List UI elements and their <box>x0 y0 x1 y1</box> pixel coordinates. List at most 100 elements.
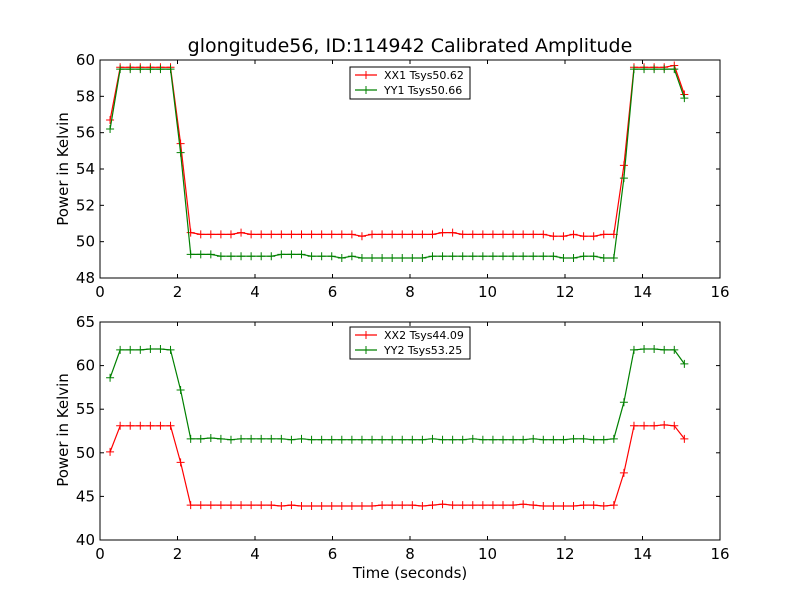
x-tick-label: 16 <box>710 283 729 301</box>
x-tick-label: 6 <box>328 283 338 301</box>
data-point <box>237 434 246 443</box>
x-tick-label: 0 <box>95 283 105 301</box>
data-point <box>216 252 225 261</box>
data-point <box>579 501 588 510</box>
data-point <box>176 148 185 157</box>
data-point <box>408 501 417 510</box>
data-point <box>337 435 346 444</box>
data-point <box>589 232 598 241</box>
data-point <box>146 345 155 354</box>
data-point <box>509 230 518 239</box>
x-tick-label: 10 <box>478 545 497 563</box>
legend-marker <box>362 331 370 339</box>
data-point <box>106 125 115 134</box>
data-point <box>488 501 497 510</box>
data-point <box>327 435 336 444</box>
data-point <box>539 252 548 261</box>
bottom-xlabel: Time (seconds) <box>352 564 468 582</box>
data-point <box>438 435 447 444</box>
data-point <box>247 501 256 510</box>
data-point <box>559 254 568 263</box>
x-tick-label: 0 <box>95 545 105 563</box>
data-point <box>589 435 598 444</box>
data-point <box>458 501 467 510</box>
data-point <box>478 435 487 444</box>
data-point <box>106 115 115 124</box>
data-point <box>347 501 356 510</box>
data-point <box>499 501 507 510</box>
data-point <box>347 230 356 239</box>
legend-box <box>349 66 471 100</box>
data-point <box>499 435 507 444</box>
legend-marker <box>362 346 370 354</box>
x-tick-label: 2 <box>173 545 183 563</box>
data-point <box>448 252 457 261</box>
data-point <box>347 435 356 444</box>
data-point <box>499 230 507 239</box>
data-point <box>186 250 195 259</box>
data-point <box>579 232 588 241</box>
y-tick-label: 60 <box>76 51 95 69</box>
data-point <box>488 252 497 261</box>
data-point <box>670 421 679 430</box>
data-point <box>438 252 447 261</box>
data-point <box>277 250 286 259</box>
data-point <box>146 65 155 74</box>
data-point <box>478 230 487 239</box>
data-point <box>478 501 487 510</box>
data-point <box>438 228 447 237</box>
data-point <box>378 254 387 263</box>
data-point <box>438 500 447 509</box>
data-point <box>206 230 215 239</box>
y-tick-label: 65 <box>76 313 95 331</box>
data-point <box>357 501 366 510</box>
data-point <box>629 65 638 74</box>
legend: XX1 Tsys50.62 YY1 Tsys50.66 <box>349 66 471 100</box>
data-point <box>337 230 346 239</box>
data-point <box>640 345 649 354</box>
y-tick-label: 56 <box>76 124 95 142</box>
data-point <box>478 252 487 261</box>
data-point <box>448 501 457 510</box>
data-point <box>106 447 115 456</box>
data-point <box>579 252 588 261</box>
data-point <box>297 434 306 443</box>
data-point <box>206 433 215 442</box>
legend-marker <box>362 86 370 94</box>
data-point <box>176 139 185 148</box>
data-point <box>226 252 235 261</box>
data-point <box>519 230 528 239</box>
data-point <box>196 501 205 510</box>
data-point <box>287 230 296 239</box>
data-point <box>428 434 437 443</box>
data-point <box>116 345 125 354</box>
data-point <box>619 398 628 407</box>
data-point <box>559 435 568 444</box>
y-tick-label: 40 <box>76 531 95 549</box>
data-point <box>539 435 548 444</box>
data-point <box>378 230 387 239</box>
data-point <box>650 421 659 430</box>
data-point <box>116 65 125 74</box>
y-tick-label: 48 <box>76 269 95 287</box>
y-tick-label: 60 <box>76 357 95 375</box>
data-point <box>398 435 407 444</box>
data-point <box>347 252 356 261</box>
data-point <box>388 501 397 510</box>
data-point <box>136 421 145 430</box>
data-point <box>650 65 659 74</box>
data-point <box>378 435 387 444</box>
data-point <box>468 434 477 443</box>
data-point <box>398 254 407 263</box>
series-line-0-0 <box>109 64 685 237</box>
data-point <box>287 250 296 259</box>
data-point <box>257 230 266 239</box>
data-point <box>166 421 175 430</box>
y-tick-label: 55 <box>76 400 95 418</box>
data-point <box>660 420 669 429</box>
data-point <box>660 345 669 354</box>
data-point <box>468 230 477 239</box>
data-point <box>448 228 457 237</box>
data-point <box>156 345 165 354</box>
data-point <box>126 65 135 74</box>
